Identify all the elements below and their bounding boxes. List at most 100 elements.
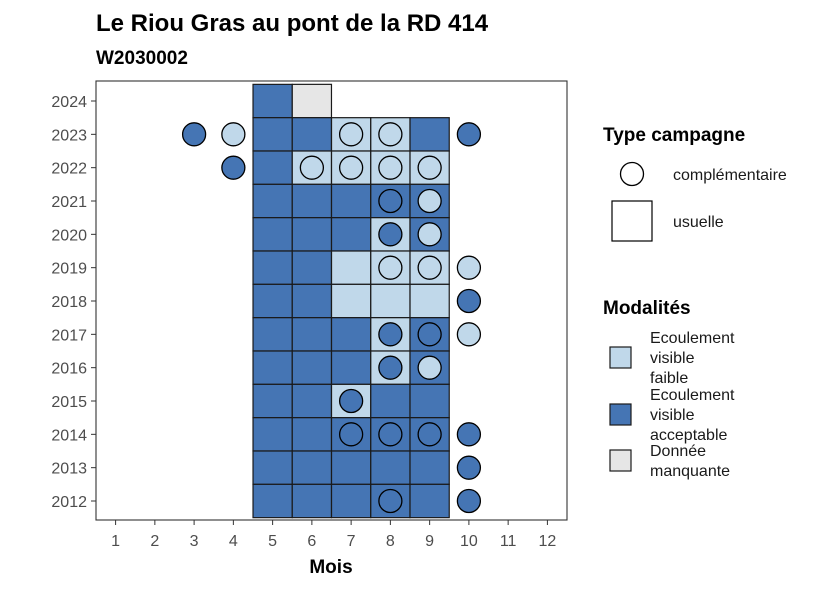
point-2017-8 (378, 322, 403, 347)
y-tick-label: 2015 (51, 394, 87, 411)
point-2013-10 (456, 455, 482, 480)
y-tick-label: 2018 (51, 294, 87, 311)
point-2023-3 (181, 122, 207, 147)
legend-label-usuelle: usuelle (673, 214, 724, 231)
legend-label-modalite-3: Donnée manquante (650, 443, 730, 480)
tile-2015-9 (409, 383, 450, 419)
y-tick-label: 2016 (51, 361, 87, 378)
tile-2013-7 (330, 450, 372, 485)
point-2012-10 (456, 488, 482, 514)
y-tick-label: 2020 (51, 227, 87, 244)
tile-2012-9 (409, 483, 450, 519)
tile-2016-6 (291, 350, 333, 385)
tile-2019-5 (252, 250, 293, 285)
tile-2018-9 (409, 283, 450, 319)
point-2016-9 (417, 355, 442, 380)
point-2023-10 (456, 122, 482, 147)
x-tick-label: 12 (539, 533, 557, 550)
point-2023-4 (221, 122, 246, 147)
point-2017-9 (417, 322, 442, 347)
point-2023-7 (338, 122, 364, 147)
x-axis: 1 2 3 4 5 6 7 8 9 10 11 12 (111, 520, 556, 550)
x-tick-label: 2 (150, 533, 159, 550)
point-2014-8 (378, 422, 403, 447)
y-tick-label: 2014 (51, 427, 87, 444)
x-tick-label: 7 (347, 533, 356, 550)
legend-modalites: Modalités Ecoulement visible faibleEcoulem… (603, 298, 735, 480)
tile-2012-5 (252, 483, 293, 519)
tile-2014-5 (252, 417, 293, 452)
legend-type-title: Type campagne (603, 125, 745, 146)
legend-key-3 (609, 449, 632, 472)
y-tick-label: 2024 (51, 94, 87, 111)
tile-2018-7 (330, 283, 372, 319)
point-2019-9 (417, 255, 442, 280)
x-tick-label: 3 (190, 533, 199, 550)
tile-2013-6 (291, 450, 333, 485)
tile-2018-5 (252, 283, 293, 319)
tile-2019-7 (330, 250, 372, 285)
x-tick-label: 9 (425, 533, 434, 550)
tile-2012-7 (330, 483, 372, 519)
tile-2013-5 (252, 450, 293, 485)
y-tick-label: 2012 (51, 494, 87, 511)
legend-type-campagne: Type campagne complémentaire usuelle (603, 125, 787, 242)
tile-2023-6 (291, 117, 333, 152)
plot-area (95, 80, 568, 521)
y-tick-label: 2019 (51, 261, 87, 278)
point-2019-10 (456, 255, 482, 280)
tile-2021-7 (330, 183, 372, 219)
tile-2013-9 (409, 450, 450, 485)
tile-2015-8 (370, 383, 411, 419)
y-tick-label: 2017 (51, 327, 87, 344)
x-tick-label: 5 (268, 533, 277, 550)
tile-2019-6 (291, 250, 333, 285)
legend-label-complementaire: complémentaire (673, 167, 787, 184)
y-axis: 2012 2013 2014 2015 2016 2017 2018 2019 2020 2021… (51, 94, 96, 511)
tile-2016-7 (330, 350, 372, 385)
x-axis-title: Mois (309, 557, 352, 578)
point-2021-9 (417, 188, 442, 214)
tile-2016-5 (252, 350, 293, 385)
tile-2024-6 (291, 83, 333, 119)
legend-label-modalite-2: Ecoulement visible acceptable (650, 387, 735, 444)
tile-2017-5 (252, 317, 293, 352)
y-tick-label: 2021 (51, 194, 87, 211)
tile-2013-8 (370, 450, 411, 485)
legend-square-key (611, 200, 653, 242)
legend-circle-key (619, 161, 645, 187)
tile-2018-8 (370, 283, 411, 319)
tile-2023-5 (252, 117, 293, 152)
point-2017-10 (456, 322, 482, 347)
point-2014-10 (456, 422, 482, 447)
point-2022-6 (299, 155, 325, 180)
point-2016-8 (378, 355, 403, 380)
tile-2022-5 (252, 150, 293, 185)
chart-title: Le Riou Gras au pont de la RD 414 (96, 10, 489, 37)
point-2014-9 (417, 422, 442, 447)
tile-2017-7 (330, 317, 372, 352)
point-2015-7 (338, 388, 364, 414)
tile-2020-5 (252, 217, 293, 252)
point-2020-9 (417, 222, 442, 247)
x-tick-label: 10 (460, 533, 478, 550)
x-tick-label: 6 (307, 533, 316, 550)
tile-2021-6 (291, 183, 333, 219)
x-tick-label: 11 (500, 533, 517, 550)
tile-2014-6 (291, 417, 333, 452)
point-2022-4 (221, 155, 246, 180)
tile-2024-5 (252, 83, 293, 119)
tile-2023-9 (409, 117, 450, 152)
point-2022-7 (338, 155, 364, 180)
point-2014-7 (338, 422, 364, 447)
legend-key-1 (609, 346, 632, 369)
tile-2018-6 (291, 283, 333, 319)
point-2020-8 (378, 222, 403, 247)
tile-2021-5 (252, 183, 293, 219)
y-tick-label: 2022 (51, 161, 87, 178)
tile-2020-6 (291, 217, 333, 252)
tile-2012-6 (291, 483, 333, 519)
legend-label-modalite-1: Ecoulement visible faible (650, 330, 735, 387)
point-2012-8 (378, 488, 403, 514)
